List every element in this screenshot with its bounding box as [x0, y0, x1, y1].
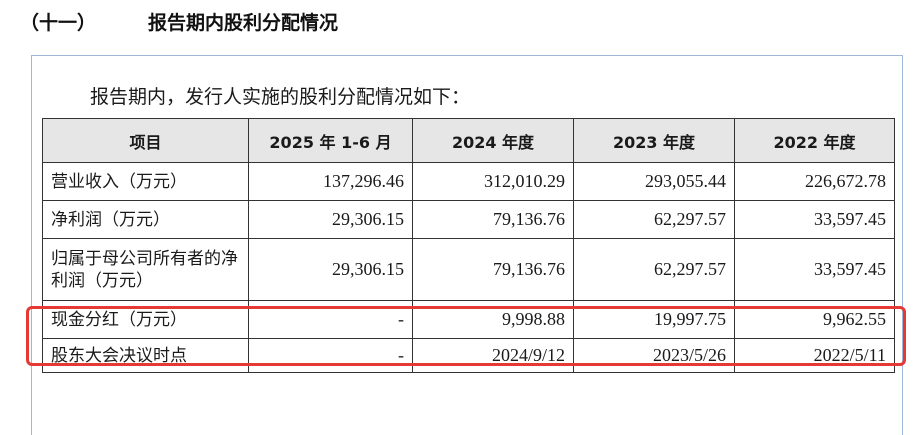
table-cell: 9,998.88: [412, 300, 574, 339]
table-cell: 62,297.57: [573, 200, 735, 239]
table-cell: 226,672.78: [734, 162, 895, 201]
table-row: 净利润（万元） 29,306.15 79,136.76 62,297.57 33…: [42, 200, 895, 239]
table-row: 归属于母公司所有者的净利润（万元） 29,306.15 79,136.76 62…: [42, 238, 895, 301]
table-cell: 62,297.57: [573, 238, 735, 301]
table-cell: 19,997.75: [573, 300, 735, 339]
row-label-cash-dividend: 现金分红（万元）: [42, 300, 249, 339]
row-label-revenue: 营业收入（万元）: [42, 162, 249, 201]
section-number: （十一）: [20, 12, 97, 34]
table-cell: 2022/5/11: [734, 338, 895, 373]
section-heading: （十一） 报告期内股利分配情况: [20, 8, 338, 35]
table-row: 股东大会决议时点 - 2024/9/12 2023/5/26 2022/5/11: [42, 338, 895, 373]
table-cell: 33,597.45: [734, 200, 895, 239]
header-item: 项目: [42, 118, 249, 163]
intro-text: 报告期内，发行人实施的股利分配情况如下：: [90, 86, 471, 108]
section-title: 报告期内股利分配情况: [148, 12, 339, 34]
table-row-cash-dividend: 现金分红（万元） - 9,998.88 19,997.75 9,962.55: [42, 300, 895, 339]
table-cell: -: [248, 338, 413, 373]
table-header-row: 项目 2025 年 1-6 月 2024 年度 2023 年度 2022 年度: [42, 118, 895, 163]
table-cell: -: [248, 300, 413, 339]
table-cell: 79,136.76: [412, 238, 574, 301]
content-frame: [31, 55, 903, 435]
row-label-parent-net-profit: 归属于母公司所有者的净利润（万元）: [42, 238, 249, 301]
header-2025h1: 2025 年 1-6 月: [248, 118, 413, 163]
header-2022: 2022 年度: [734, 118, 895, 163]
table-cell: 9,962.55: [734, 300, 895, 339]
table-row: 营业收入（万元） 137,296.46 312,010.29 293,055.4…: [42, 162, 895, 201]
table-cell: 79,136.76: [412, 200, 574, 239]
table-cell: 29,306.15: [248, 238, 413, 301]
table-cell: 29,306.15: [248, 200, 413, 239]
row-label-net-profit: 净利润（万元）: [42, 200, 249, 239]
table-cell: 2024/9/12: [412, 338, 574, 373]
table-cell: 33,597.45: [734, 238, 895, 301]
dividend-table: 项目 2025 年 1-6 月 2024 年度 2023 年度 2022 年度 …: [42, 118, 895, 373]
table-cell: 137,296.46: [248, 162, 413, 201]
row-label-meeting-date: 股东大会决议时点: [42, 338, 249, 373]
header-2024: 2024 年度: [412, 118, 574, 163]
table-cell: 312,010.29: [412, 162, 574, 201]
table-cell: 293,055.44: [573, 162, 735, 201]
table-cell: 2023/5/26: [573, 338, 735, 373]
header-2023: 2023 年度: [573, 118, 735, 163]
